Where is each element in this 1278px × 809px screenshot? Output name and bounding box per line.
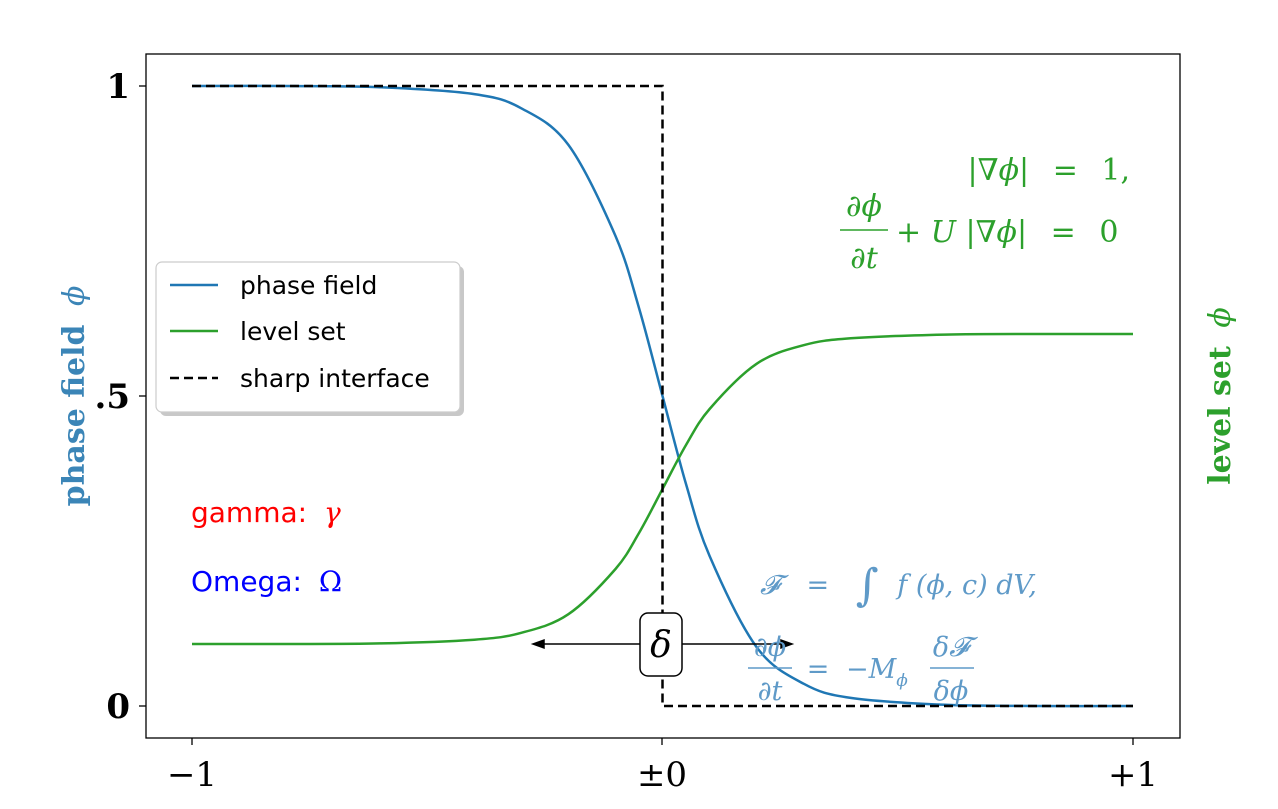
y-label-right-text: level set: [1203, 346, 1238, 485]
phase-field-eq-coef: −Mϕ: [846, 654, 908, 691]
level-set-eq-denominator: ∂t: [850, 241, 879, 276]
delta-box: [639, 612, 683, 677]
y-tick-label: .5: [95, 377, 131, 417]
legend-box: [155, 261, 461, 413]
y-axis-label-left: phase field ϕ: [57, 286, 92, 507]
legend-label-level-set: level set: [240, 317, 346, 346]
y-tick-label: 1: [106, 67, 130, 107]
gamma-symbol: γ: [324, 496, 341, 529]
svg-text:phase field ϕ: phase field ϕ: [57, 286, 92, 507]
svg-text:Omega: Ω: Omega: Ω: [191, 565, 342, 598]
omega-label: Omega:: [191, 565, 302, 598]
delta-label: δ: [650, 625, 672, 666]
level-set-equation: |∇ϕ| = 1, ∂ϕ ∂t + U |∇ϕ| = 0: [840, 153, 1130, 276]
level-set-eq-line2-rest: + U |∇ϕ| = 0: [896, 215, 1118, 250]
delta-arrowhead-right: [780, 639, 795, 649]
svg-text:gamma: γ: gamma: γ: [191, 496, 341, 529]
level-set-eq-line1: |∇ϕ| = 1,: [968, 153, 1130, 188]
gamma-annotation: gamma: γ: [191, 496, 341, 529]
x-tick-label: ±0: [637, 755, 687, 795]
y-label-right-symbol: ϕ: [1203, 307, 1238, 327]
y-axis-label-right: level set ϕ: [1203, 307, 1238, 485]
legend: phase field level set sharp interface: [155, 261, 464, 416]
delta-annotation: δ: [530, 612, 795, 677]
omega-annotation: Omega: Ω: [191, 565, 342, 598]
phase-field-eq-numerator: ∂ϕ: [754, 632, 786, 663]
phase-field-eq-line1: 𝓕 = ∫ f (ϕ, c) dV,: [760, 560, 1037, 611]
series-layer: [191, 84, 1134, 708]
delta-arrowhead-left: [530, 639, 545, 649]
x-tick-label: −1: [167, 755, 217, 795]
gamma-label: gamma:: [191, 496, 307, 529]
phase-field-eq-rel: =: [807, 654, 830, 685]
phase-field-equation: 𝓕 = ∫ f (ϕ, c) dV, ∂ϕ ∂t = −Mϕ δ𝓕 δϕ: [748, 560, 1037, 707]
level-set-eq-numerator: ∂ϕ: [846, 189, 882, 224]
x-axis-ticks: −1 ±0 +1: [167, 738, 1158, 795]
omega-symbol: Ω: [319, 565, 342, 598]
svg-text:level set ϕ: level set ϕ: [1203, 307, 1238, 485]
legend-label-sharp-interface: sharp interface: [240, 364, 430, 393]
y-label-left-symbol: ϕ: [57, 286, 92, 306]
series-line-phase-field: [191, 84, 1134, 708]
phase-field-eq-denominator: ∂t: [758, 676, 783, 707]
y-axis-ticks: 0 .5 1: [95, 67, 146, 727]
y-label-left-text: phase field: [57, 324, 92, 506]
phase-field-eq-frac-denominator: δϕ: [934, 676, 969, 707]
x-tick-label: +1: [1108, 755, 1158, 795]
legend-label-phase-field: phase field: [240, 271, 377, 300]
y-tick-label: 0: [106, 687, 130, 727]
